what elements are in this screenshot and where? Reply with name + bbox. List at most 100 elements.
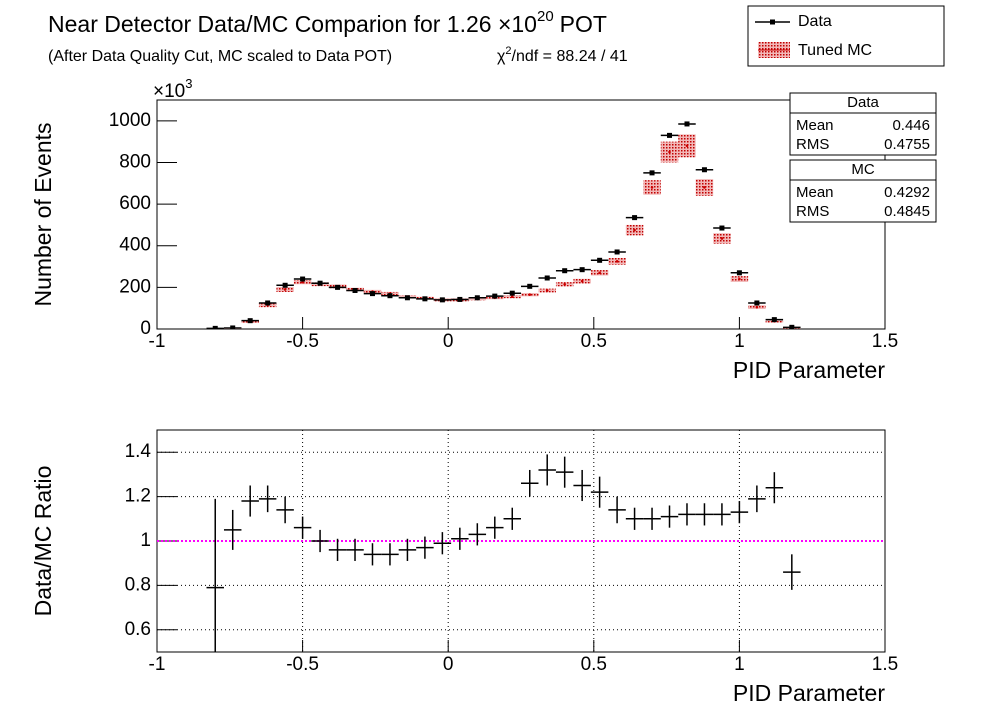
mc-point	[685, 144, 689, 148]
data-point	[282, 282, 288, 288]
x-tick-label: 1.5	[872, 331, 898, 352]
data-point	[509, 290, 515, 296]
data-point	[701, 167, 707, 173]
legend: Data Tuned MC	[755, 13, 872, 59]
title-superscript: 20	[537, 8, 554, 25]
x-tick-label: -1	[149, 654, 166, 675]
stats-title: Data	[847, 94, 879, 111]
title-suffix: POT	[560, 11, 607, 37]
stats-value: 0.4845	[884, 203, 930, 220]
mc-point	[283, 288, 287, 291]
x-tick-label: 0	[443, 331, 454, 352]
data-point	[492, 293, 498, 299]
mc-point	[510, 295, 514, 299]
subtitle: (After Data Quality Cut, MC scaled to Da…	[48, 48, 392, 65]
data-point	[335, 284, 341, 290]
stats-label: Mean	[796, 117, 834, 134]
data-point	[422, 296, 428, 302]
data-point	[597, 257, 603, 263]
mc-point	[738, 277, 741, 281]
data-point	[736, 270, 742, 276]
stats-value: 0.4292	[884, 184, 930, 201]
data-point	[771, 317, 777, 323]
legend-label: Tuned MC	[798, 42, 872, 59]
mc-point	[650, 186, 654, 189]
data-point	[684, 121, 690, 127]
data-point	[649, 170, 655, 176]
multiplier-exponent: 3	[185, 76, 192, 91]
mc-point	[580, 279, 584, 283]
mc-point	[615, 260, 619, 263]
mc-point	[703, 186, 706, 189]
data-point	[667, 132, 673, 138]
x-tick-label: 0	[443, 654, 454, 675]
y-tick-label: 1	[140, 530, 151, 551]
legend-label: Data	[798, 13, 832, 30]
stats-box	[789, 159, 937, 223]
data-point	[719, 225, 725, 231]
stats-label: RMS	[796, 136, 829, 153]
data-point	[789, 324, 795, 329]
stats-label: RMS	[796, 203, 829, 220]
data-point	[317, 280, 323, 286]
data-point	[562, 268, 568, 274]
x-axis-label: PID Parameter	[733, 357, 885, 383]
y-tick-label: 1000	[109, 110, 151, 131]
y-tick-label: 0.6	[125, 619, 151, 640]
x-tick-label: 1.5	[872, 654, 898, 675]
chart-title: Near Detector Data/MC Comparion for 1.26…	[48, 8, 607, 37]
chi2-text: /ndf = 88.24 / 41	[512, 48, 628, 65]
x-tick-label: -0.5	[286, 331, 319, 352]
x-tick-label: -1	[149, 331, 166, 352]
data-point	[300, 276, 306, 282]
x-tick-label: -0.5	[286, 654, 319, 675]
data-point	[404, 295, 410, 301]
stats-label: Mean	[796, 184, 834, 201]
data-point	[212, 325, 218, 329]
y-tick-label: 0.8	[125, 574, 151, 595]
mc-point	[563, 282, 566, 286]
y-tick-label: 1.4	[125, 441, 152, 462]
title-text: Near Detector Data/MC Comparion for 1.26…	[48, 11, 537, 37]
mc-point	[633, 228, 636, 232]
y-tick-label: 600	[119, 193, 151, 214]
data-point	[474, 295, 480, 301]
data-point	[439, 297, 445, 303]
x-tick-label: 0.5	[581, 654, 607, 675]
chi2: χ2/ndf = 88.24 / 41	[497, 45, 628, 65]
data-point	[387, 293, 393, 299]
x-tick-label: 1	[734, 654, 745, 675]
stats-title: MC	[851, 161, 874, 178]
data-point	[544, 275, 550, 281]
mc-point	[668, 150, 671, 154]
data-point	[247, 318, 253, 324]
y-axis-label: Number of Events	[30, 122, 56, 306]
multiplier-base: ×10	[153, 81, 185, 102]
data-point	[614, 249, 620, 255]
y-tick-label: 0	[140, 318, 151, 339]
data-point	[230, 325, 236, 329]
mc-point	[545, 289, 549, 292]
y-multiplier: ×103	[153, 76, 192, 102]
x-tick-label: 0.5	[581, 331, 607, 352]
mc-point	[755, 305, 759, 309]
chi2-symbol: χ	[497, 48, 506, 65]
data-point	[352, 287, 358, 293]
stats-value: 0.446	[892, 117, 930, 134]
data-point	[265, 300, 271, 306]
data-point	[457, 296, 463, 302]
mc-point	[720, 237, 724, 240]
x-axis-label: PID Parameter	[733, 680, 885, 706]
y-axis-label: Data/MC Ratio	[30, 466, 56, 617]
stats-box	[789, 92, 937, 156]
data-point	[369, 291, 375, 297]
data-point	[579, 267, 585, 273]
mc-point	[528, 293, 532, 296]
y-tick-label: 400	[119, 235, 151, 256]
x-tick-label: 1	[734, 331, 745, 352]
y-tick-label: 200	[119, 276, 151, 297]
data-point	[754, 300, 760, 306]
mc-point	[598, 271, 601, 275]
plot-area	[206, 121, 801, 329]
